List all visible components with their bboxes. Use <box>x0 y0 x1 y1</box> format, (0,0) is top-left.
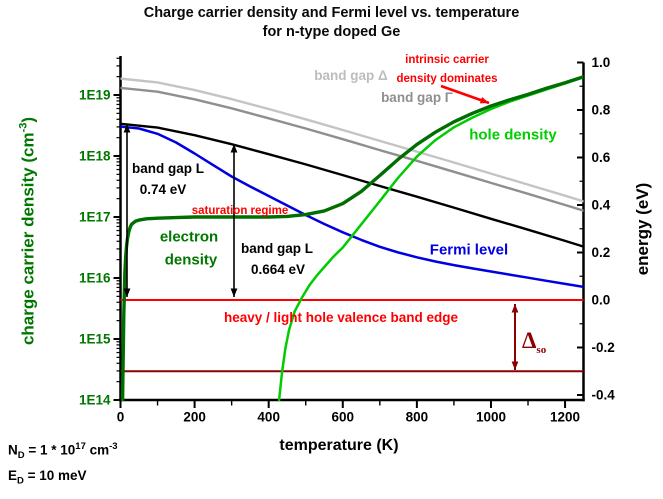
annotation-electron-density-label-2: density <box>165 251 218 268</box>
superscript: -3 <box>17 122 30 133</box>
energy-tick-label: -0.2 <box>592 340 615 355</box>
x-axis-title: temperature (K) <box>279 437 399 454</box>
series-band-gap-L <box>120 122 584 248</box>
annotation-band-gap-L-value: 0.74 eV <box>140 182 187 197</box>
y-axis-right-title: energy (eV) <box>633 182 652 276</box>
density-tick-label: 1E19 <box>79 88 111 103</box>
arrow-intrinsic-arrow <box>440 84 490 105</box>
series-band-gap-gamma <box>120 86 584 212</box>
energy-tick-label: 0.6 <box>592 150 611 165</box>
page-title: Charge carrier density and Fermi level v… <box>143 5 520 21</box>
annotation-intrinsic-label-1: intrinsic carrier <box>405 54 489 66</box>
annotation-band-gap-L2-label: band gap L <box>241 241 313 256</box>
annotation-saturation-regime-label: saturation regime <box>192 205 289 217</box>
annotation-band-gap-L2-value: 0.664 eV <box>251 262 305 277</box>
energy-tick-label: 0.4 <box>592 198 611 213</box>
y-axis-left-title: charge carrier density (cm-3) <box>17 116 38 346</box>
annotation-valence-band-label: heavy / light hole valence band edge <box>224 310 459 325</box>
density-tick-label: 1E17 <box>79 210 111 225</box>
annotation-intrinsic-label-2: density dominates <box>397 73 498 85</box>
series-band-gap-delta <box>120 77 584 203</box>
annotation-electron-density-label-1: electron <box>160 228 218 245</box>
series-electron-density <box>120 75 584 402</box>
axes: 0 200 400 600 800 1000 1200 1E14 1E15 1E16 1E17 1E1… <box>79 55 615 425</box>
x-tick-label: 400 <box>257 410 280 425</box>
energy-tick-label: 0.2 <box>592 245 611 260</box>
energy-tick-label: -0.4 <box>592 388 616 403</box>
donor-energy-note: ED = 10 meV <box>8 468 87 487</box>
energy-tick-label: 0.8 <box>592 103 611 118</box>
annotation-fermi-level-label: Fermi level <box>430 241 508 258</box>
energy-tick-label: 1.0 <box>592 55 611 70</box>
arrow-delta-so-arrow <box>511 304 519 370</box>
doping-concentration-note: ND = 1 * 1017 cm-3 <box>8 441 118 462</box>
density-tick-label: 1E16 <box>79 271 111 286</box>
arrow-band-gap-arrow-0K <box>123 124 131 297</box>
annotation-band-gap-L-label: band gap L <box>132 161 204 176</box>
annotation-band-gap-gamma-label: band gap Γ <box>381 90 453 105</box>
x-tick-label: 800 <box>406 410 429 425</box>
page-subtitle: for n-type doped Ge <box>262 24 401 40</box>
x-tick-label: 0 <box>117 410 125 425</box>
density-tick-label: 1E14 <box>79 393 111 408</box>
x-tick-label: 1000 <box>476 410 506 425</box>
x-tick-label: 1200 <box>550 410 580 425</box>
x-tick-label: 200 <box>183 410 206 425</box>
density-tick-label: 1E15 <box>79 332 111 347</box>
annotation-delta-so-label: Δso <box>522 328 547 356</box>
x-tick-label: 600 <box>332 410 355 425</box>
energy-tick-label: 0.0 <box>592 293 611 308</box>
arrow-band-gap-arrow-300K <box>230 144 238 297</box>
annotation-band-gap-delta-label: band gap Δ <box>314 68 388 83</box>
annotation-hole-density-label: hole density <box>469 126 557 143</box>
series-group <box>120 75 584 402</box>
density-tick-label: 1E18 <box>79 149 111 164</box>
